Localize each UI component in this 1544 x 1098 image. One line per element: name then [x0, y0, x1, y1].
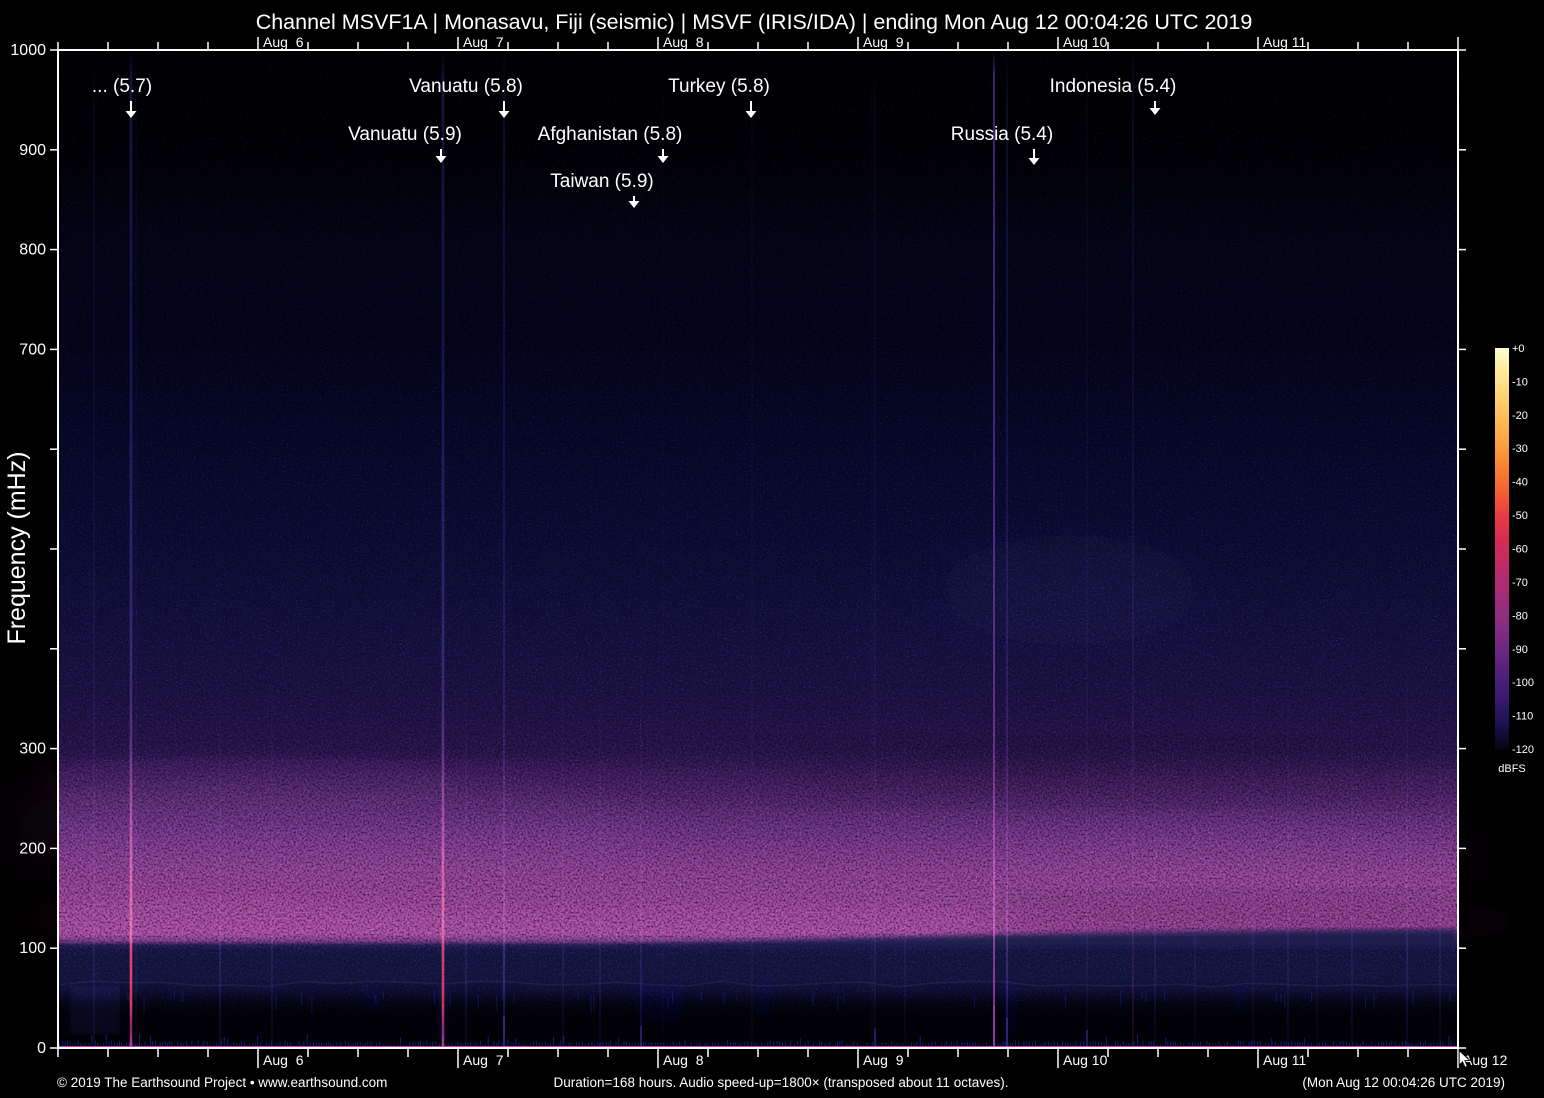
svg-text:900: 900: [19, 142, 46, 159]
svg-text:Aug 6: Aug 6: [263, 1052, 304, 1068]
svg-text:300: 300: [19, 741, 46, 758]
svg-text:0: 0: [37, 1040, 46, 1057]
svg-text:Russia (5.4): Russia (5.4): [951, 124, 1053, 145]
svg-text:dBFS: dBFS: [1498, 763, 1526, 775]
svg-text:Turkey (5.8): Turkey (5.8): [668, 76, 770, 97]
svg-text:Aug 8: Aug 8: [663, 34, 704, 50]
svg-text:100: 100: [19, 940, 46, 957]
svg-text:-60: -60: [1512, 544, 1528, 556]
svg-text:Aug 10: Aug 10: [1063, 34, 1108, 50]
svg-text:-110: -110: [1512, 711, 1533, 723]
svg-text:Vanuatu (5.9): Vanuatu (5.9): [348, 124, 462, 145]
svg-text:Aug 11: Aug 11: [1263, 34, 1307, 50]
svg-text:-50: -50: [1512, 510, 1528, 522]
svg-text:Aug 9: Aug 9: [863, 34, 904, 50]
svg-text:-70: -70: [1512, 577, 1528, 589]
svg-text:... (5.7): ... (5.7): [92, 76, 152, 97]
svg-text:Aug 8: Aug 8: [663, 1052, 704, 1068]
svg-text:Aug 6: Aug 6: [263, 34, 304, 50]
svg-text:Frequency (mHz): Frequency (mHz): [3, 451, 31, 644]
svg-text:Taiwan (5.9): Taiwan (5.9): [550, 171, 654, 192]
svg-text:Aug 7: Aug 7: [463, 34, 504, 50]
svg-text:Aug 12: Aug 12: [1463, 1052, 1508, 1068]
svg-text:-30: -30: [1512, 443, 1528, 455]
svg-text:Afghanistan (5.8): Afghanistan (5.8): [538, 124, 683, 145]
svg-text:-80: -80: [1512, 610, 1528, 622]
svg-text:Duration=168 hours. Audio spee: Duration=168 hours. Audio speed-up=1800×…: [554, 1075, 1009, 1090]
svg-text:Aug 9: Aug 9: [863, 1052, 904, 1068]
svg-text:-90: -90: [1512, 644, 1528, 656]
svg-text:-20: -20: [1512, 410, 1528, 422]
svg-text:700: 700: [19, 341, 46, 358]
svg-text:800: 800: [19, 242, 46, 259]
svg-text:-120: -120: [1512, 744, 1534, 756]
svg-text:Aug 11: Aug 11: [1263, 1052, 1307, 1068]
svg-text:(Mon Aug 12 00:04:26 UTC 2019): (Mon Aug 12 00:04:26 UTC 2019): [1302, 1075, 1505, 1090]
svg-text:Channel MSVF1A | Monasavu, Fij: Channel MSVF1A | Monasavu, Fiji (seismic…: [256, 10, 1253, 34]
svg-text:-40: -40: [1512, 477, 1528, 489]
svg-text:© 2019 The Earthsound Project: © 2019 The Earthsound Project • www.eart…: [57, 1075, 387, 1090]
svg-text:Indonesia (5.4): Indonesia (5.4): [1050, 76, 1177, 97]
svg-text:+0: +0: [1512, 343, 1525, 355]
svg-text:Aug 7: Aug 7: [463, 1052, 504, 1068]
svg-text:-10: -10: [1512, 376, 1528, 388]
svg-text:Aug 10: Aug 10: [1063, 1052, 1108, 1068]
svg-text:1000: 1000: [10, 42, 46, 59]
svg-text:200: 200: [19, 840, 46, 857]
svg-text:Vanuatu (5.8): Vanuatu (5.8): [409, 76, 523, 97]
svg-text:-100: -100: [1512, 677, 1534, 689]
